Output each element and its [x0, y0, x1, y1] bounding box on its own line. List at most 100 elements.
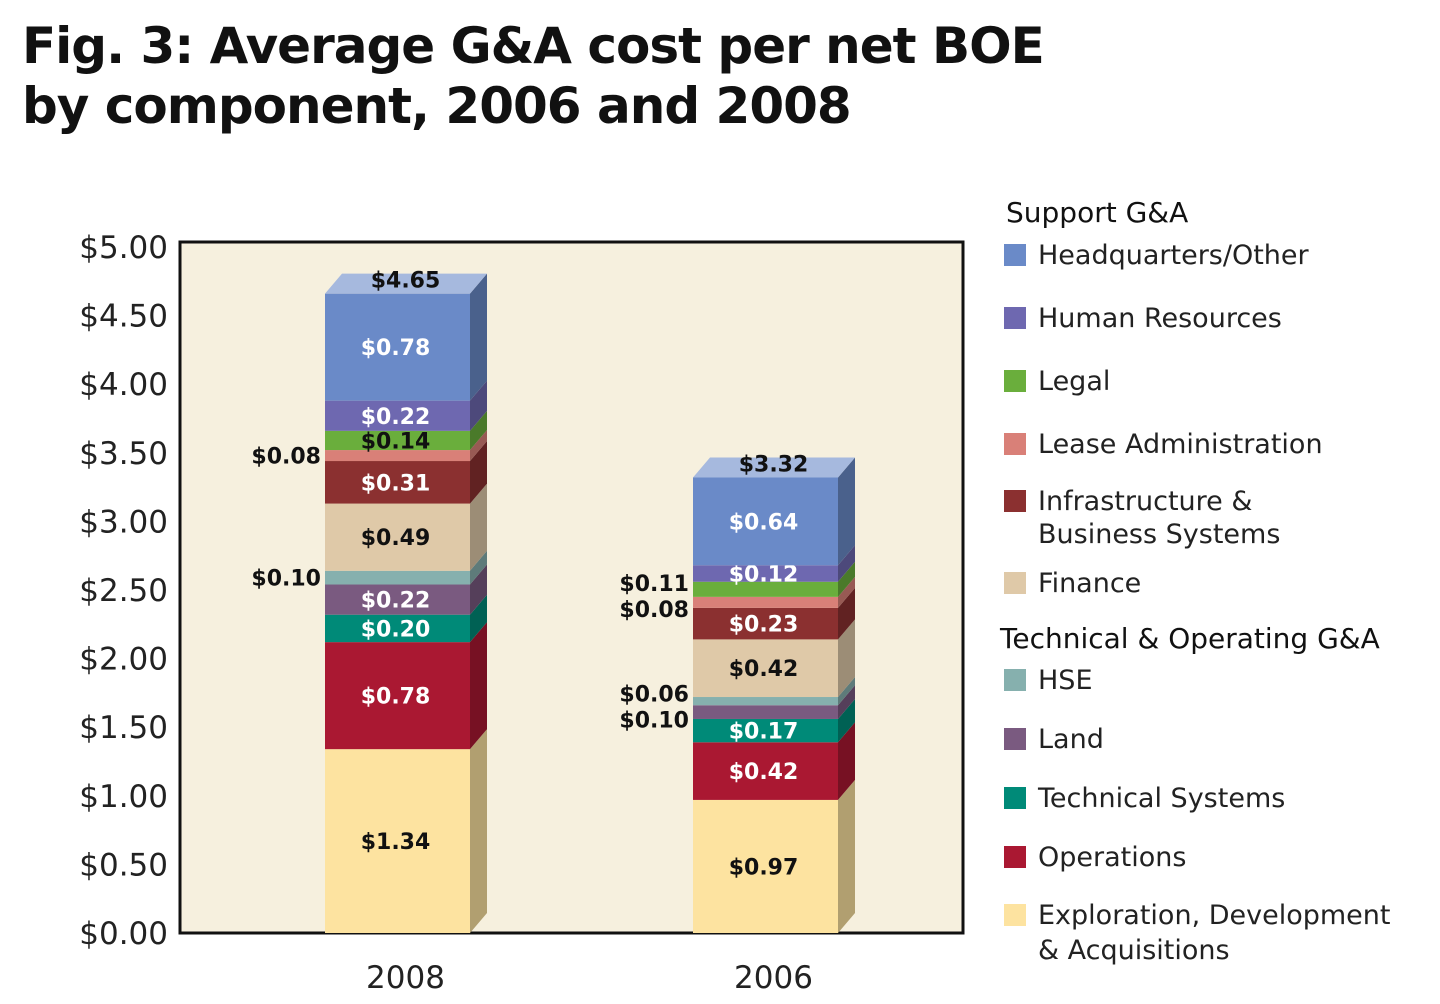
legend-swatch	[1004, 490, 1026, 512]
segment-label: $0.23	[729, 613, 799, 638]
legend-label: Finance	[1038, 568, 1141, 599]
legend-swatch	[1004, 787, 1026, 809]
total-label: $3.32	[739, 452, 809, 477]
bar-segment	[325, 503, 470, 571]
x-tick-label: 2008	[366, 960, 445, 996]
title-line-1: Fig. 3: Average G&A cost per net BOE	[22, 17, 1045, 75]
bar-segment-side	[838, 587, 855, 640]
segment-label: $0.78	[361, 685, 431, 710]
bar-segment-side	[470, 550, 487, 585]
y-tick-label: $2.00	[79, 642, 168, 678]
bar-segment	[693, 565, 838, 582]
bar-segment	[325, 749, 470, 933]
bar-segment	[325, 450, 470, 462]
bar-segment	[693, 705, 838, 719]
bar-segment-side	[838, 457, 855, 566]
bar-segment	[325, 642, 470, 750]
bar-segment	[693, 799, 838, 933]
y-tick-label: $3.00	[79, 504, 168, 540]
y-tick-label: $2.50	[79, 573, 168, 609]
legend-swatch	[1004, 370, 1026, 392]
bar-top	[325, 273, 487, 294]
bar-segment-side	[838, 545, 855, 582]
legend-swatch	[1004, 307, 1026, 329]
segment-label: $0.64	[729, 510, 799, 535]
legend-label: Legal	[1038, 366, 1110, 397]
bar-segment	[693, 718, 838, 743]
y-tick-label: $4.00	[79, 367, 168, 403]
segment-label: $0.22	[361, 589, 431, 614]
segment-label: $0.20	[361, 617, 431, 642]
legend-label: Land	[1038, 724, 1104, 755]
y-tick-label: $5.00	[79, 230, 168, 266]
bar-segment-side	[838, 698, 855, 743]
legend-label: Exploration, Development	[1038, 900, 1391, 931]
legend-swatch	[1004, 433, 1026, 455]
legend-group-title: Support G&A	[1006, 196, 1188, 229]
segment-label: $0.31	[361, 471, 431, 496]
x-tick-label: 2006	[734, 960, 813, 996]
segment-label-outside: $0.10	[619, 709, 689, 734]
bar-segment	[693, 742, 838, 800]
bar-segment	[325, 614, 470, 643]
bar-segment-side	[470, 430, 487, 462]
segment-label-outside: $0.06	[619, 683, 689, 708]
bar-segment	[693, 639, 838, 698]
legend-label: Business Systems	[1038, 519, 1280, 550]
bar-segment-side	[470, 410, 487, 451]
y-tick-label: $4.50	[79, 299, 168, 335]
legend-swatch	[1004, 904, 1026, 926]
segment-label: $0.17	[729, 720, 799, 745]
bar-segment	[325, 293, 470, 401]
segment-label-outside: $0.11	[619, 572, 689, 597]
bar-segment	[325, 461, 470, 504]
legend-swatch	[1004, 846, 1026, 868]
bar-segment	[693, 581, 838, 597]
bar-segment	[325, 430, 470, 451]
segment-label: $0.14	[361, 429, 431, 454]
segment-label: $0.22	[361, 405, 431, 430]
bar-segment-side	[838, 722, 855, 800]
legend-label: Infrastructure &	[1038, 486, 1252, 517]
segment-label: $1.34	[361, 830, 431, 855]
segment-label: $0.78	[361, 336, 431, 361]
legend-swatch	[1004, 244, 1026, 266]
y-tick-label: $0.00	[79, 916, 168, 952]
bar-segment	[325, 584, 470, 615]
legend-label: Human Resources	[1038, 303, 1282, 334]
y-tick-label: $1.00	[79, 779, 168, 815]
bar-segment-side	[470, 273, 487, 401]
bar-segment-side	[838, 685, 855, 719]
bar-segment-side	[838, 576, 855, 608]
legend-label: HSE	[1038, 665, 1093, 696]
segment-label: $0.97	[729, 855, 799, 880]
bar-segment-side	[838, 561, 855, 597]
segment-label-outside: $0.08	[619, 598, 689, 623]
bar-segment	[693, 607, 838, 640]
segment-label: $0.42	[729, 760, 799, 785]
bar-segment-side	[470, 594, 487, 643]
segment-label: $0.42	[729, 657, 799, 682]
legend-label: Technical Systems	[1037, 783, 1285, 814]
legend-swatch	[1004, 572, 1026, 594]
bar-segment-side	[470, 483, 487, 571]
legend-swatch	[1004, 728, 1026, 750]
bar-segment-side	[838, 677, 855, 706]
legend-swatch	[1004, 669, 1026, 691]
y-tick-label: $3.50	[79, 436, 168, 472]
chart-title: Fig. 3: Average G&A cost per net BOE by …	[22, 16, 1045, 136]
legend-label: Lease Administration	[1038, 429, 1323, 460]
bar-segment-side	[470, 729, 487, 933]
segment-label: $0.12	[729, 563, 799, 588]
legend-label: Operations	[1038, 842, 1186, 873]
bar-segment	[325, 400, 470, 431]
bar-segment	[325, 570, 470, 585]
bar-segment-side	[470, 380, 487, 431]
bar-segment-side	[470, 441, 487, 504]
bar-segment	[693, 697, 838, 706]
y-tick-label: $0.50	[79, 847, 168, 883]
bar-top	[693, 457, 855, 478]
legend-label: & Acquisitions	[1038, 935, 1230, 966]
legend-label: Headquarters/Other	[1038, 240, 1310, 271]
